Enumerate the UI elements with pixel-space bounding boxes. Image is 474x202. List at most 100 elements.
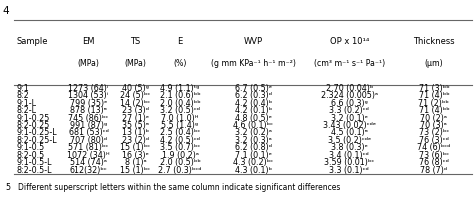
- Text: 4.8 (0.5)ᵉ: 4.8 (0.5)ᵉ: [235, 114, 272, 123]
- Text: 3.8 (0.3)ᵉ: 3.8 (0.3)ᵉ: [331, 143, 368, 152]
- Text: 2.0 (0.4)ᵇᵇ: 2.0 (0.4)ᵇᵇ: [160, 99, 201, 108]
- Text: 799 (35)ᵉ: 799 (35)ᵉ: [70, 99, 107, 108]
- Text: 3.3 (0.2)ᶜᵈ: 3.3 (0.2)ᶜᵈ: [329, 106, 369, 115]
- Text: 681 (53)ᶜᵈ: 681 (53)ᶜᵈ: [69, 128, 109, 138]
- Text: WVP: WVP: [244, 37, 263, 46]
- Text: 73 (6)ᵇᶜ: 73 (6)ᵇᶜ: [419, 151, 449, 160]
- Text: 6.2 (0.8)ᵈ: 6.2 (0.8)ᵈ: [235, 143, 272, 152]
- Text: 3.59 (0.01)ᵇᶜ: 3.59 (0.01)ᵇᶜ: [324, 158, 374, 167]
- Text: 6.7 (0.5)ᵉ: 6.7 (0.5)ᵉ: [235, 84, 272, 93]
- Text: 3.2 (0.2)ᵃ: 3.2 (0.2)ᵃ: [235, 128, 272, 138]
- Text: 71 (3)ᵇᵇ: 71 (3)ᵇᵇ: [419, 84, 449, 93]
- Text: 3.5 (0.7)ᵇᶜ: 3.5 (0.7)ᵇᶜ: [160, 143, 200, 152]
- Text: 707 (80)ᵈ: 707 (80)ᵈ: [70, 136, 107, 145]
- Text: 7.0 (1.0)ᴴ: 7.0 (1.0)ᴴ: [161, 114, 199, 123]
- Text: 3.4 (0.1)ᶜᵈ: 3.4 (0.1)ᶜᵈ: [329, 151, 369, 160]
- Text: Sample: Sample: [16, 37, 47, 46]
- Text: 514 (74)ᵃ: 514 (74)ᵃ: [70, 158, 107, 167]
- Text: 9:1-0.5: 9:1-0.5: [16, 143, 45, 152]
- Text: 23 (3)ᵈ: 23 (3)ᵈ: [122, 106, 149, 115]
- Text: 4.2 (0.5)ᶜᵈ: 4.2 (0.5)ᶜᵈ: [160, 136, 200, 145]
- Text: EM: EM: [82, 37, 95, 46]
- Text: 9:1-L: 9:1-L: [16, 99, 36, 108]
- Text: 15 (1)ᵇᶜ: 15 (1)ᵇᶜ: [120, 165, 151, 175]
- Text: E: E: [177, 37, 182, 46]
- Text: 2.1 (0.6)ᵇᵇ: 2.1 (0.6)ᵇᵇ: [160, 92, 201, 100]
- Text: 8:2: 8:2: [16, 92, 29, 100]
- Text: 5: 5: [6, 183, 11, 192]
- Text: 2.324 (0.005)ᵃ: 2.324 (0.005)ᵃ: [321, 92, 378, 100]
- Text: (MPa): (MPa): [78, 59, 100, 68]
- Text: 5.5 (1.4)ᵍ: 5.5 (1.4)ᵍ: [162, 121, 199, 130]
- Text: 8:2-0.5: 8:2-0.5: [16, 151, 45, 160]
- Text: 40 (5)ᵍ: 40 (5)ᵍ: [122, 84, 149, 93]
- Text: 9:1-0.5-L: 9:1-0.5-L: [16, 158, 52, 167]
- Text: 73 (2)ᵇᶜ: 73 (2)ᵇᶜ: [419, 128, 449, 138]
- Text: (g mm KPa⁻¹ h⁻¹ m⁻²): (g mm KPa⁻¹ h⁻¹ m⁻²): [211, 59, 296, 68]
- Text: 2.7 (0.3)ᵇᶜᵈ: 2.7 (0.3)ᵇᶜᵈ: [158, 165, 202, 175]
- Text: 2.0 (0.5)ᵇᵇ: 2.0 (0.5)ᵇᵇ: [160, 158, 201, 167]
- Text: 24 (5)ᵇᶜ: 24 (5)ᵇᶜ: [120, 92, 151, 100]
- Text: Different superscript letters within the same column indicate significant differ: Different superscript letters within the…: [18, 183, 340, 192]
- Text: 571 (81)ᵇᶜ: 571 (81)ᵇᶜ: [68, 143, 109, 152]
- Text: 6.6 (0.3)ᵍ: 6.6 (0.3)ᵍ: [331, 99, 368, 108]
- Text: 9:1-0.25: 9:1-0.25: [16, 114, 49, 123]
- Text: 70 (2)ᵃ: 70 (2)ᵃ: [420, 114, 447, 123]
- Text: 2.70 (0.04)ᵇ: 2.70 (0.04)ᵇ: [326, 84, 373, 93]
- Text: 1072 (34)ᴴ: 1072 (34)ᴴ: [67, 151, 110, 160]
- Text: 8:2-0.25: 8:2-0.25: [16, 121, 49, 130]
- Text: 14 (2)ᵇᶜ: 14 (2)ᵇᶜ: [120, 99, 151, 108]
- Text: 1304 (53)ⁱ: 1304 (53)ⁱ: [68, 92, 109, 100]
- Text: 3.2 (0.1)ᵉ: 3.2 (0.1)ᵉ: [331, 114, 368, 123]
- Text: 3.43 (0.02)ᶜᵈᵉ: 3.43 (0.02)ᶜᵈᵉ: [323, 121, 376, 130]
- Text: 76 (3)ᶜᵈ: 76 (3)ᶜᵈ: [419, 136, 449, 145]
- Text: 4.3 (0.1)ᵇ: 4.3 (0.1)ᵇ: [235, 165, 272, 175]
- Text: 16 (3)ᵉ: 16 (3)ᵉ: [122, 151, 149, 160]
- Text: 3.2 (0.3)ᵃ: 3.2 (0.3)ᵃ: [235, 136, 272, 145]
- Text: 4.3 (0.2)ᵇᶜ: 4.3 (0.2)ᵇᶜ: [233, 158, 273, 167]
- Text: 7.1 (0.1)ᵉ: 7.1 (0.1)ᵉ: [235, 151, 272, 160]
- Text: 15 (1)ᵇᶜ: 15 (1)ᵇᶜ: [120, 143, 151, 152]
- Text: 3.2 (0.5)ᶜᵈ: 3.2 (0.5)ᶜᵈ: [160, 106, 200, 115]
- Text: 76 (8)ᶜᵈ: 76 (8)ᶜᵈ: [419, 158, 449, 167]
- Text: 27 (1)ᵉ: 27 (1)ᵉ: [122, 114, 149, 123]
- Text: (%): (%): [173, 59, 187, 68]
- Text: 2.5 (0.4)ᵇᶜ: 2.5 (0.4)ᵇᶜ: [160, 128, 200, 138]
- Text: 4.2 (0.1)ᵇ: 4.2 (0.1)ᵇ: [235, 106, 272, 115]
- Text: 13 (1)ᵇ: 13 (1)ᵇ: [122, 128, 149, 138]
- Text: 70 (3)ᵃ: 70 (3)ᵃ: [420, 121, 447, 130]
- Text: 612(32)ᵇᶜ: 612(32)ᵇᶜ: [70, 165, 108, 175]
- Text: 4.5 (0.1)ᵊ: 4.5 (0.1)ᵊ: [331, 128, 368, 138]
- Text: 9:1: 9:1: [16, 84, 29, 93]
- Text: 4: 4: [2, 6, 9, 16]
- Text: 9:1-0.25-L: 9:1-0.25-L: [16, 128, 57, 138]
- Text: 71 (4)ᵇᵇ: 71 (4)ᵇᵇ: [419, 106, 449, 115]
- Text: (MPa): (MPa): [125, 59, 146, 68]
- Text: Thickness: Thickness: [413, 37, 455, 46]
- Text: 8:2-0.5-L: 8:2-0.5-L: [16, 165, 52, 175]
- Text: 1273 (64)ⁱ: 1273 (64)ⁱ: [68, 84, 109, 93]
- Text: 4.9 (1.1)ᵗᵍ: 4.9 (1.1)ᵗᵍ: [160, 84, 200, 93]
- Text: 78 (7)ᵈ: 78 (7)ᵈ: [420, 165, 447, 175]
- Text: (cm³ m⁻¹ s⁻¹ Pa⁻¹): (cm³ m⁻¹ s⁻¹ Pa⁻¹): [314, 59, 385, 68]
- Text: 878 (13)ᵊ: 878 (13)ᵊ: [70, 106, 107, 115]
- Text: TS: TS: [130, 37, 141, 46]
- Text: 4.2 (0.4)ᵇ: 4.2 (0.4)ᵇ: [235, 99, 272, 108]
- Text: 1.9 (0.2)ᵃ: 1.9 (0.2)ᵃ: [162, 151, 199, 160]
- Text: 71 (4)ᵇᵇ: 71 (4)ᵇᵇ: [419, 92, 449, 100]
- Text: 35 (5)ᵊ: 35 (5)ᵊ: [122, 121, 149, 130]
- Text: 745 (86)ᵇᶜ: 745 (86)ᵇᶜ: [68, 114, 109, 123]
- Text: 3.3 (0.1)ᶜᵈ: 3.3 (0.1)ᶜᵈ: [329, 165, 369, 175]
- Text: 23 (2)ᵈ: 23 (2)ᵈ: [122, 136, 149, 145]
- Text: 8 (1)ᵃ: 8 (1)ᵃ: [125, 158, 146, 167]
- Text: 6.2 (0.3)ᵈ: 6.2 (0.3)ᵈ: [235, 92, 272, 100]
- Text: 4.6 (0.1)ᵇᶜ: 4.6 (0.1)ᵇᶜ: [233, 121, 273, 130]
- Text: (μm): (μm): [425, 59, 443, 68]
- Text: 991 (87)ᵍ: 991 (87)ᵍ: [70, 121, 107, 130]
- Text: 3.5 (0.2)ᶜᵈᵉ: 3.5 (0.2)ᶜᵈᵉ: [328, 136, 371, 145]
- Text: 71 (2)ᵇᵇ: 71 (2)ᵇᵇ: [419, 99, 449, 108]
- Text: OP x 10¹⁴: OP x 10¹⁴: [329, 37, 369, 46]
- Text: 74 (6)ᵇᶜᵈ: 74 (6)ᵇᶜᵈ: [417, 143, 451, 152]
- Text: 8:2-0.25-L: 8:2-0.25-L: [16, 136, 57, 145]
- Text: 8:2-L: 8:2-L: [16, 106, 36, 115]
